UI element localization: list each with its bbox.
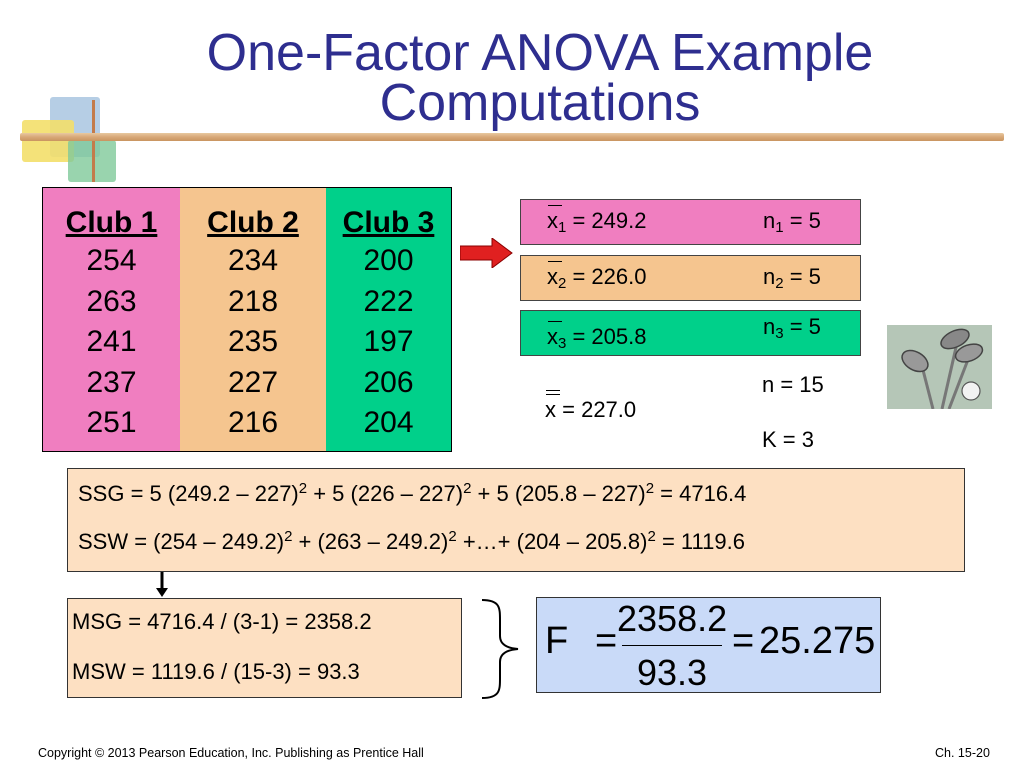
golf-clubs-icon <box>887 325 992 409</box>
club-1-value: 251 <box>86 406 137 439</box>
club-2-value: 227 <box>227 365 279 399</box>
f-label: F <box>545 620 569 662</box>
f-equals-sign: = <box>595 620 618 662</box>
club-3-header: Club 3 <box>342 206 435 239</box>
msg-formula: MSG = 4716.4 / (3-1) = 2358.2 <box>72 609 372 634</box>
group-2-mean: x2 = 226.0 <box>547 261 647 292</box>
total-sample-size: n = 15 <box>762 372 824 397</box>
f-numerator: 2358.2 <box>617 598 728 639</box>
f-statistic-box: F = 2358.2 93.3 = 25.275 <box>536 597 881 693</box>
copyright-footer: Copyright © 2013 Pearson Education, Inc.… <box>38 746 424 760</box>
sum-of-squares-box: SSG = 5 (249.2 – 227)2 + 5 (226 – 227)2 … <box>67 468 965 572</box>
club-3-value: 200 <box>363 244 414 277</box>
club-2-value: 218 <box>227 284 279 318</box>
title-line-2: Computations <box>379 74 701 132</box>
group-3-size: n3 = 5 <box>763 314 821 342</box>
group-3-mean-box: x3 = 205.8 n3 = 5 <box>520 310 861 356</box>
club-1-value: 254 <box>86 244 137 277</box>
group-2-size: n2 = 5 <box>763 264 821 292</box>
club-2-header: Club 2 <box>207 206 299 239</box>
page-number: Ch. 15-20 <box>935 746 990 760</box>
club-2-value: 234 <box>227 244 279 277</box>
msw-formula: MSW = 1119.6 / (15-3) = 93.3 <box>72 659 360 684</box>
club-1-column: Club 1 254 263 241 237 251 <box>43 188 180 451</box>
f-denominator: 93.3 <box>636 652 708 693</box>
club-1-header: Club 1 <box>65 206 158 239</box>
group-3-mean: x3 = 205.8 <box>547 321 647 352</box>
group-1-mean-box: x1 = 249.2 n1 = 5 <box>520 199 861 245</box>
group-1-mean: x1 = 249.2 <box>547 205 647 236</box>
fraction-bar <box>622 645 722 646</box>
club-2-value: 216 <box>227 406 279 439</box>
grand-mean: x = 227.0 <box>545 390 637 422</box>
decorative-vertical-line <box>92 100 95 182</box>
group-2-mean-box: x2 = 226.0 n2 = 5 <box>520 255 861 301</box>
f-equals-sign-2: = <box>732 620 755 662</box>
club-3-value: 197 <box>363 325 414 358</box>
club-1-value: 241 <box>86 325 137 358</box>
right-brace-icon <box>481 599 519 699</box>
club-1-value: 237 <box>86 365 137 399</box>
mean-squares-box: MSG = 4716.4 / (3-1) = 2358.2 MSW = 1119… <box>67 598 462 698</box>
group-1-size: n1 = 5 <box>763 208 821 236</box>
ssw-formula: SSW = (254 – 249.2)2 + (263 – 249.2)2 +…… <box>78 528 745 554</box>
club-2-column: Club 2 234 218 235 227 216 <box>180 188 326 451</box>
club-3-value: 222 <box>363 284 414 318</box>
right-arrow-icon <box>460 238 513 268</box>
ssg-formula: SSG = 5 (249.2 – 227)2 + 5 (226 – 227)2 … <box>78 480 747 506</box>
club-data-table: Club 1 254 263 241 237 251 Club 2 234 21… <box>42 187 452 452</box>
club-3-column: Club 3 200 222 197 206 204 <box>326 188 451 451</box>
number-of-groups: K = 3 <box>762 427 814 452</box>
f-result: 25.275 <box>759 620 876 662</box>
club-1-value: 263 <box>86 284 137 318</box>
title-line-1: One-Factor ANOVA Example <box>206 24 874 82</box>
down-arrow-icon <box>156 572 168 597</box>
slide-title: One-Factor ANOVA Example Computations <box>150 24 930 132</box>
title-rule <box>20 133 1004 141</box>
club-3-value: 206 <box>363 365 414 399</box>
decorative-square-yellow <box>22 120 74 162</box>
club-2-value: 235 <box>227 325 279 358</box>
club-3-value: 204 <box>363 406 414 439</box>
